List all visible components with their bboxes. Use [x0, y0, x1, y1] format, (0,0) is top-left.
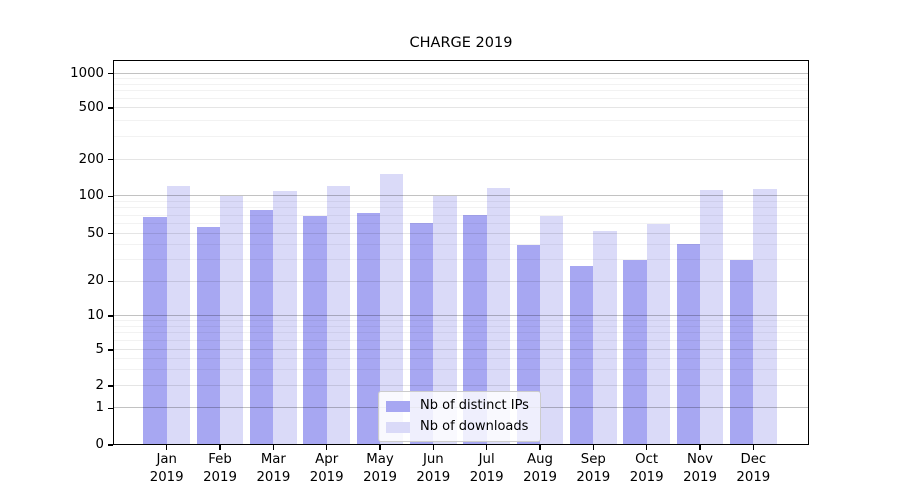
x-tick-apr [325, 445, 328, 450]
x-tick-jul [485, 445, 488, 450]
bar-distinct-ips-dec [730, 260, 754, 445]
legend-swatch-downloads [386, 421, 410, 433]
y-tick-label-200: 200 [78, 151, 104, 167]
bar-downloads-jul [486, 188, 510, 445]
bar-downloads-nov [700, 189, 724, 445]
legend-item-distinct-ips: Nb of distinct IPs [386, 397, 529, 415]
bar-downloads-apr [326, 186, 350, 445]
bars-layer [113, 60, 809, 445]
bar-downloads-dec [753, 188, 777, 445]
x-tick-label-jan: Jan 2019 [149, 452, 184, 485]
x-tick-label-feb: Feb 2019 [203, 452, 237, 485]
y-tick-label-5: 5 [95, 341, 104, 357]
y-tick-label-10: 10 [87, 307, 104, 323]
y-tick-500 [108, 107, 113, 109]
y-tick-1 [108, 407, 113, 409]
x-tick-label-may: May 2019 [363, 452, 397, 485]
x-tick-nov [699, 445, 701, 450]
legend-label-distinct-ips: Nb of distinct IPs [420, 398, 529, 413]
x-tick-label-apr: Apr 2019 [309, 452, 344, 485]
x-tick-feb [219, 445, 221, 450]
bar-downloads-feb [220, 195, 244, 445]
x-tick-oct [645, 445, 648, 450]
x-tick-mar [272, 445, 275, 450]
bar-downloads-jun [433, 196, 457, 445]
y-tick-label-2: 2 [95, 377, 104, 393]
bar-distinct-ips-mar [250, 210, 274, 445]
chart-title: CHARGE 2019 [409, 35, 513, 51]
legend-item-downloads: Nb of downloads [386, 418, 529, 436]
y-tick-2 [108, 385, 113, 387]
x-tick-label-nov: Nov 2019 [683, 452, 717, 485]
y-tick-5 [108, 349, 113, 351]
bar-downloads-aug [540, 215, 564, 445]
x-tick-jun [432, 445, 435, 450]
y-tick-0 [108, 444, 113, 446]
y-tick-1000 [108, 72, 113, 75]
x-tick-label-oct: Oct 2019 [629, 452, 664, 485]
bar-distinct-ips-may [356, 212, 381, 445]
x-tick-label-jul: Jul 2019 [469, 452, 504, 485]
x-tick-label-sep: Sep 2019 [576, 452, 611, 485]
bar-downloads-oct [646, 223, 670, 445]
y-tick-200 [108, 158, 113, 161]
bar-distinct-ips-jun [410, 223, 434, 445]
y-tick-100 [108, 195, 113, 198]
x-tick-label-aug: Aug 2019 [523, 452, 557, 485]
x-tick-aug [539, 445, 541, 450]
x-tick-dec [752, 445, 755, 450]
bar-downloads-sep [593, 230, 617, 445]
y-tick-label-500: 500 [78, 99, 104, 115]
bar-distinct-ips-sep [570, 265, 594, 445]
y-tick-10 [108, 315, 113, 317]
y-tick-label-0: 0 [95, 437, 104, 452]
legend: Nb of distinct IPs Nb of downloads [378, 391, 541, 442]
legend-label-downloads: Nb of downloads [420, 419, 529, 434]
y-tick-label-1000: 1000 [70, 65, 104, 81]
x-tick-label-mar: Mar 2019 [256, 452, 291, 485]
bar-distinct-ips-feb [196, 226, 221, 445]
y-tick-20 [108, 280, 113, 283]
y-tick-50 [108, 233, 113, 235]
x-tick-label-dec: Dec 2019 [736, 452, 771, 485]
bar-downloads-mar [273, 190, 297, 445]
y-tick-label-100: 100 [78, 188, 104, 204]
legend-swatch-distinct-ips [386, 400, 410, 412]
bar-distinct-ips-oct [623, 260, 647, 445]
x-tick-label-jun: Jun 2019 [416, 452, 451, 485]
y-tick-label-1: 1 [95, 400, 104, 416]
x-tick-sep [592, 445, 595, 450]
x-tick-may [379, 445, 381, 450]
bar-downloads-may [380, 174, 404, 445]
bar-distinct-ips-apr [303, 215, 327, 445]
y-tick-label-20: 20 [87, 273, 104, 289]
bar-distinct-ips-nov [676, 244, 700, 445]
y-tick-label-50: 50 [87, 225, 104, 241]
x-tick-jan [166, 445, 168, 450]
bar-downloads-jan [166, 186, 190, 445]
bar-distinct-ips-jul [463, 214, 487, 445]
plot-area [113, 60, 809, 445]
bar-distinct-ips-jan [143, 217, 167, 445]
